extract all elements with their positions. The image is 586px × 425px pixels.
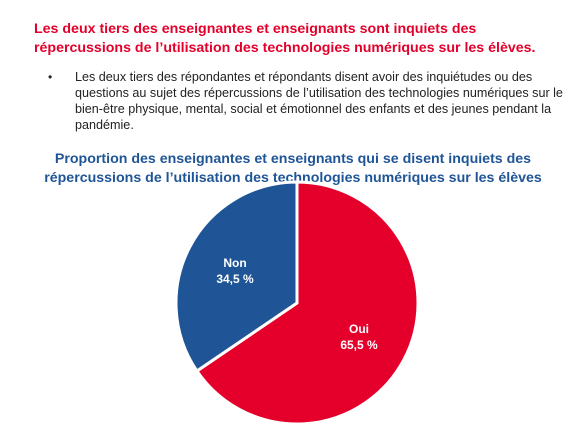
bullet-dot-icon: • (48, 70, 53, 84)
pie-label-non: Non 34,5 % (216, 256, 254, 286)
bullet-text: Les deux tiers des répondantes et répond… (75, 70, 563, 132)
pie-label-value: 34,5 % (216, 272, 254, 286)
chart-title: Proportion des enseignantes et enseignan… (44, 151, 542, 186)
headline: Les deux tiers des enseignantes et ensei… (34, 21, 536, 56)
bullet-item: • Les deux tiers des répondantes et répo… (48, 69, 568, 133)
pie-label-name: Oui (349, 322, 369, 336)
pie-label-name: Non (223, 256, 246, 270)
pie-slice-non (174, 180, 299, 374)
pie-slice-oui (194, 180, 420, 425)
pie-label-value: 65,5 % (340, 338, 378, 352)
pie-labels: Oui 65,5 % Non 34,5 % (216, 256, 378, 352)
pie-label-oui: Oui 65,5 % (340, 322, 378, 352)
bullet-list: • Les deux tiers des répondantes et répo… (48, 69, 568, 133)
pie-slices (174, 180, 420, 425)
